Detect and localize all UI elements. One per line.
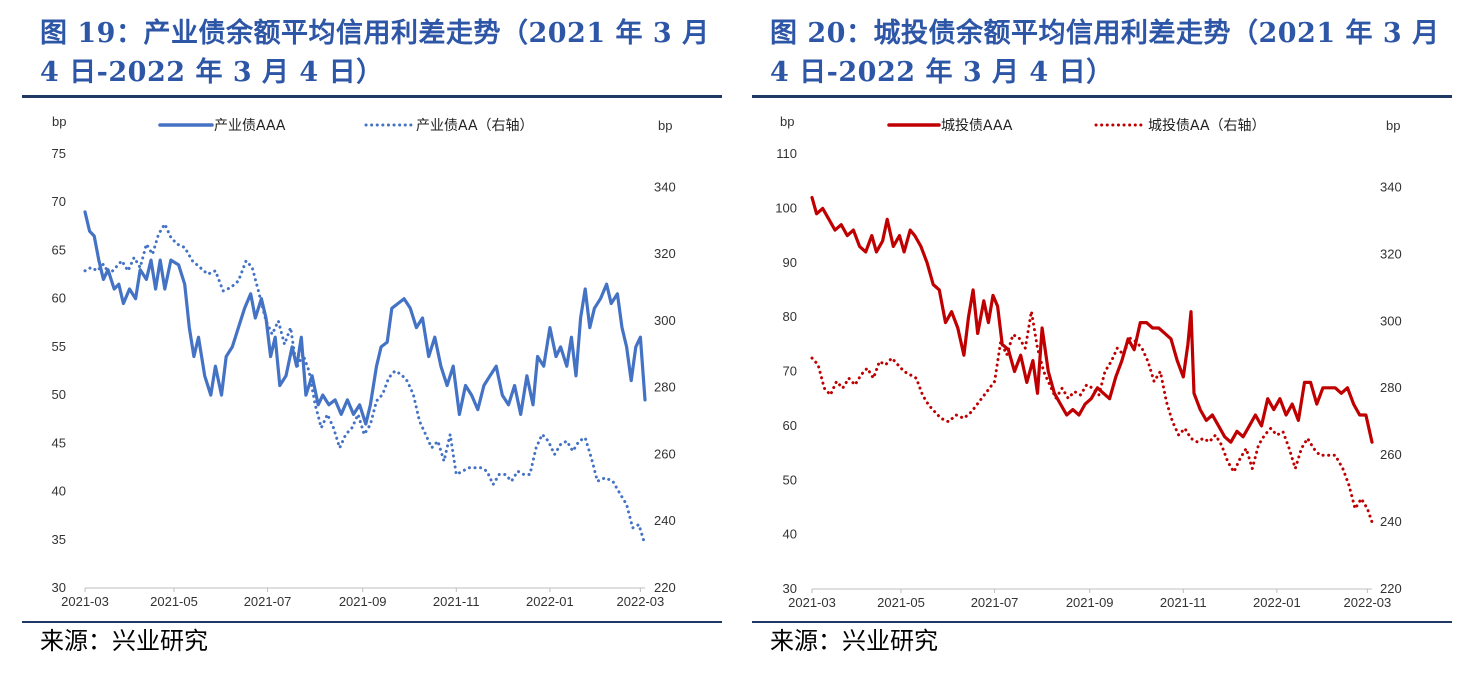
left-tick-label: 55: [52, 339, 66, 354]
left-tick-label: 45: [52, 435, 66, 450]
left-axis-unit: bp: [780, 114, 794, 129]
left-tick-label: 30: [52, 580, 66, 595]
right-tick-label: 220: [1380, 581, 1402, 596]
right-tick-label: 300: [654, 313, 676, 328]
chart-legend: 城投债AAA 城投债AA（右轴）: [887, 118, 1266, 134]
x-tick-label: 2021-09: [339, 594, 387, 609]
chart-series: [810, 195, 1374, 524]
right-tick-label: 220: [654, 580, 676, 595]
left-tick-label: 100: [775, 200, 797, 215]
source-divider: [22, 621, 722, 623]
title-divider: [752, 95, 1452, 98]
right-tick-label: 340: [654, 179, 676, 194]
right-axis-unit: bp: [1386, 118, 1400, 133]
series-line-aaa: [83, 210, 647, 426]
source-divider: [752, 621, 1452, 623]
line-chart: 产业债AAA 产业债AA（右轴） bp bp 30 35 40 45 50 55 60 65 70 75…: [52, 114, 676, 609]
left-axis-unit: bp: [52, 114, 66, 129]
x-tick-label: 2021-07: [971, 595, 1019, 610]
left-tick-label: 80: [783, 309, 797, 324]
x-tick-label: 2022-01: [1253, 595, 1301, 610]
left-tick-label: 35: [52, 532, 66, 547]
left-tick-label: 70: [783, 364, 797, 379]
source-note: 来源：兴业研究: [40, 627, 208, 655]
right-tick-label: 240: [1380, 514, 1402, 529]
right-tick-label: 340: [1380, 179, 1402, 194]
left-tick-label: 65: [52, 242, 66, 257]
title-divider: [22, 95, 722, 98]
x-tick-label: 2022-01: [526, 594, 574, 609]
left-tick-label: 50: [783, 472, 797, 487]
line-chart: 城投债AAA 城投债AA（右轴） bp bp 30 40 50 60 70 80 90 100 110…: [775, 114, 1401, 610]
right-tick-label: 260: [654, 446, 676, 461]
x-tick-label: 2021-05: [877, 595, 925, 610]
right-tick-label: 300: [1380, 313, 1402, 328]
left-tick-label: 40: [783, 527, 797, 542]
left-tick-label: 40: [52, 484, 66, 499]
x-tick-label: 2022-03: [617, 594, 665, 609]
chart-axes: bp bp 30 40 50 60 70 80 90 100 110 220 240 260 280 300 3…: [775, 114, 1401, 610]
left-tick-label: 60: [783, 418, 797, 433]
right-tick-label: 280: [1380, 380, 1402, 395]
right-tick-label: 320: [1380, 246, 1402, 261]
left-tick-label: 90: [783, 255, 797, 270]
x-tick-label: 2021-09: [1066, 595, 1114, 610]
chart-series: [83, 210, 647, 547]
right-tick-label: 260: [1380, 447, 1402, 462]
figure-title: 图 20：城投债余额平均信用利差走势（2021 年 3 月 4 日-2022 年…: [770, 18, 1440, 88]
right-tick-label: 320: [654, 246, 676, 261]
right-axis-unit: bp: [658, 118, 672, 133]
right-tick-label: 240: [654, 513, 676, 528]
left-tick-label: 30: [783, 581, 797, 596]
chart-legend: 产业债AAA 产业债AA（右轴）: [158, 118, 534, 134]
x-tick-label: 2021-11: [1160, 595, 1207, 610]
x-tick-label: 2021-05: [150, 594, 198, 609]
left-tick-label: 50: [52, 387, 66, 402]
chart-axes: bp bp 30 35 40 45 50 55 60 65 70 75 220 240 260 280 300 3…: [52, 114, 676, 609]
left-tick-label: 70: [52, 194, 66, 209]
x-tick-label: 2021-07: [244, 594, 292, 609]
figure-title: 图 19：产业债余额平均信用利差走势（2021 年 3 月 4 日-2022 年…: [40, 18, 710, 88]
legend-label: 城投债AAA: [941, 118, 1013, 134]
legend-label: 产业债AA（右轴）: [416, 118, 534, 134]
right-tick-label: 280: [654, 380, 676, 395]
left-tick-label: 110: [776, 146, 797, 161]
chart-panel-industrial: 图 19：产业债余额平均信用利差走势（2021 年 3 月 4 日-2022 年…: [22, 0, 730, 676]
legend-label: 产业债AAA: [214, 118, 286, 134]
series-line-aaa: [810, 195, 1374, 444]
x-tick-label: 2021-11: [433, 594, 480, 609]
series-line-aa: [810, 309, 1374, 524]
left-tick-label: 75: [52, 146, 66, 161]
x-tick-label: 2021-03: [788, 595, 836, 610]
legend-label: 城投债AA（右轴）: [1148, 118, 1266, 134]
chart-panel-urban-investment: 图 20：城投债余额平均信用利差走势（2021 年 3 月 4 日-2022 年…: [752, 0, 1460, 676]
x-tick-label: 2021-03: [61, 594, 109, 609]
x-tick-label: 2022-03: [1344, 595, 1392, 610]
left-tick-label: 60: [52, 291, 66, 306]
source-note: 来源：兴业研究: [770, 627, 938, 655]
